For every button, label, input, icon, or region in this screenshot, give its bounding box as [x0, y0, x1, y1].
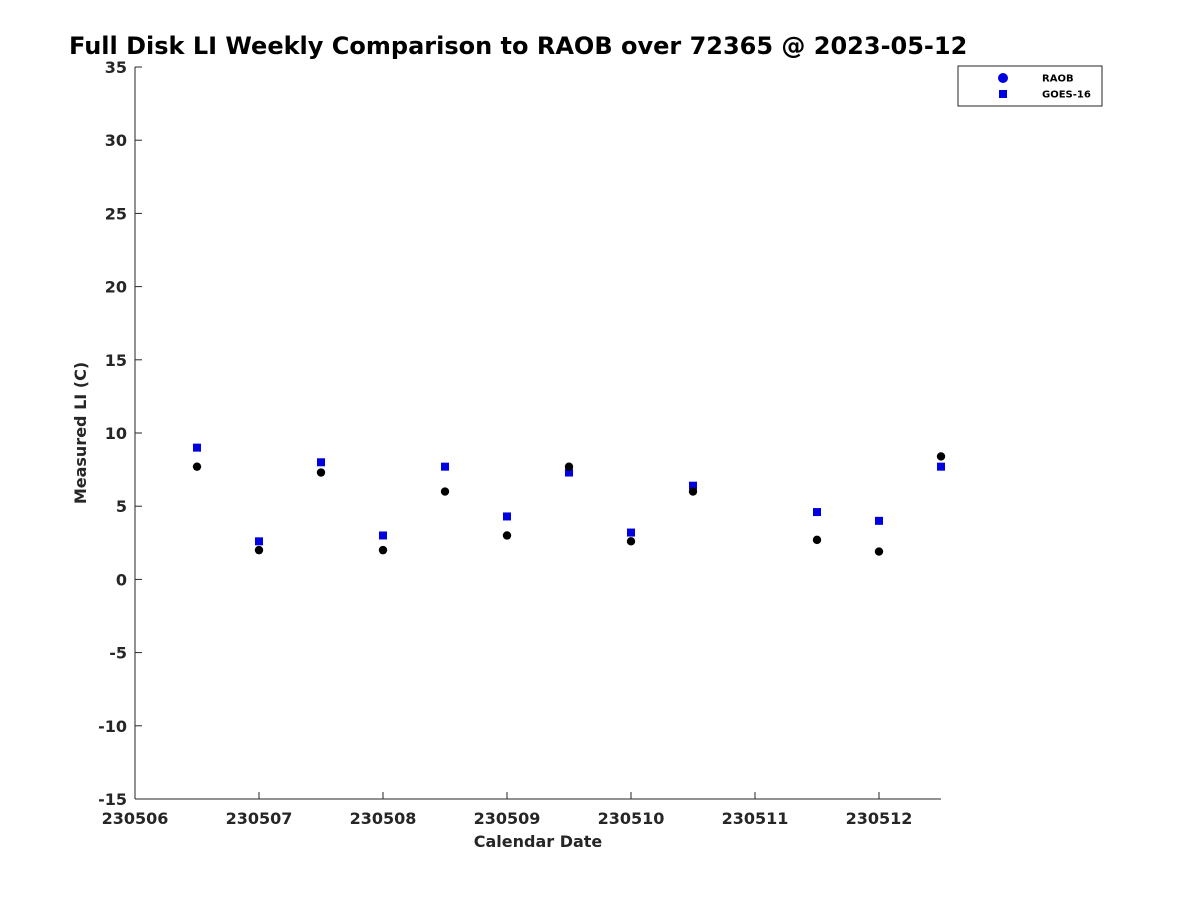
goes16-point — [379, 531, 387, 540]
x-tick-label: 230509 — [474, 809, 541, 828]
raob-point — [812, 535, 822, 545]
y-tick-label: 20 — [105, 278, 127, 297]
goes16-point — [193, 443, 201, 452]
goes16-point — [565, 468, 573, 477]
raob-point — [440, 487, 450, 496]
x-tick-label: 230512 — [846, 809, 913, 828]
y-tick-label: 5 — [116, 497, 127, 516]
raob-point — [688, 487, 698, 496]
x-tick-label: 230511 — [722, 809, 789, 828]
raob-point — [626, 537, 636, 546]
y-tick-label: -15 — [98, 790, 127, 809]
legend: RAOB GOES-16 — [957, 65, 1103, 107]
x-tick-label: 230507 — [226, 809, 293, 828]
raob-point — [254, 545, 264, 555]
y-axis-label: Measured LI (C) — [71, 362, 90, 504]
goes16-point — [503, 512, 511, 521]
y-tick-label: 15 — [105, 351, 127, 370]
goes16-point — [813, 508, 821, 517]
x-tick-label: 230506 — [102, 809, 169, 828]
plot-area: -15 -10 -5 0 5 10 15 20 25 30 35 230506 230507 230508… — [98, 58, 946, 828]
goes16-point — [627, 528, 635, 537]
y-tick-label: -5 — [109, 644, 127, 663]
y-tick-label: 0 — [116, 570, 127, 589]
raob-point — [936, 452, 946, 461]
legend-label-raob: RAOB — [1042, 74, 1074, 85]
raob-point — [378, 545, 388, 555]
legend-marker-goes16 — [999, 90, 1007, 98]
x-axis-label: Calendar Date — [474, 832, 603, 851]
y-tick-label: 30 — [105, 131, 127, 150]
goes16-point — [689, 481, 697, 490]
goes16-point — [441, 462, 449, 471]
raob-point — [874, 547, 884, 556]
legend-box — [957, 65, 1103, 107]
x-tick-label: 230508 — [350, 809, 417, 828]
chart-title: Full Disk LI Weekly Comparison to RAOB o… — [69, 32, 967, 60]
goes16-point — [875, 516, 883, 525]
legend-marker-raob — [998, 73, 1008, 83]
goes16-point — [255, 537, 263, 546]
legend-label-goes16: GOES-16 — [1042, 90, 1091, 101]
y-tick-label: 35 — [105, 58, 127, 77]
goes16-point — [937, 462, 945, 471]
goes16-point — [317, 458, 325, 467]
raob-point — [502, 531, 512, 540]
y-tick-label: 10 — [105, 424, 127, 443]
raob-point — [564, 462, 574, 471]
raob-point — [316, 468, 326, 477]
raob-point — [192, 462, 202, 471]
y-tick-label: -10 — [98, 717, 127, 736]
x-tick-label: 230510 — [598, 809, 665, 828]
y-tick-label: 25 — [105, 204, 127, 223]
